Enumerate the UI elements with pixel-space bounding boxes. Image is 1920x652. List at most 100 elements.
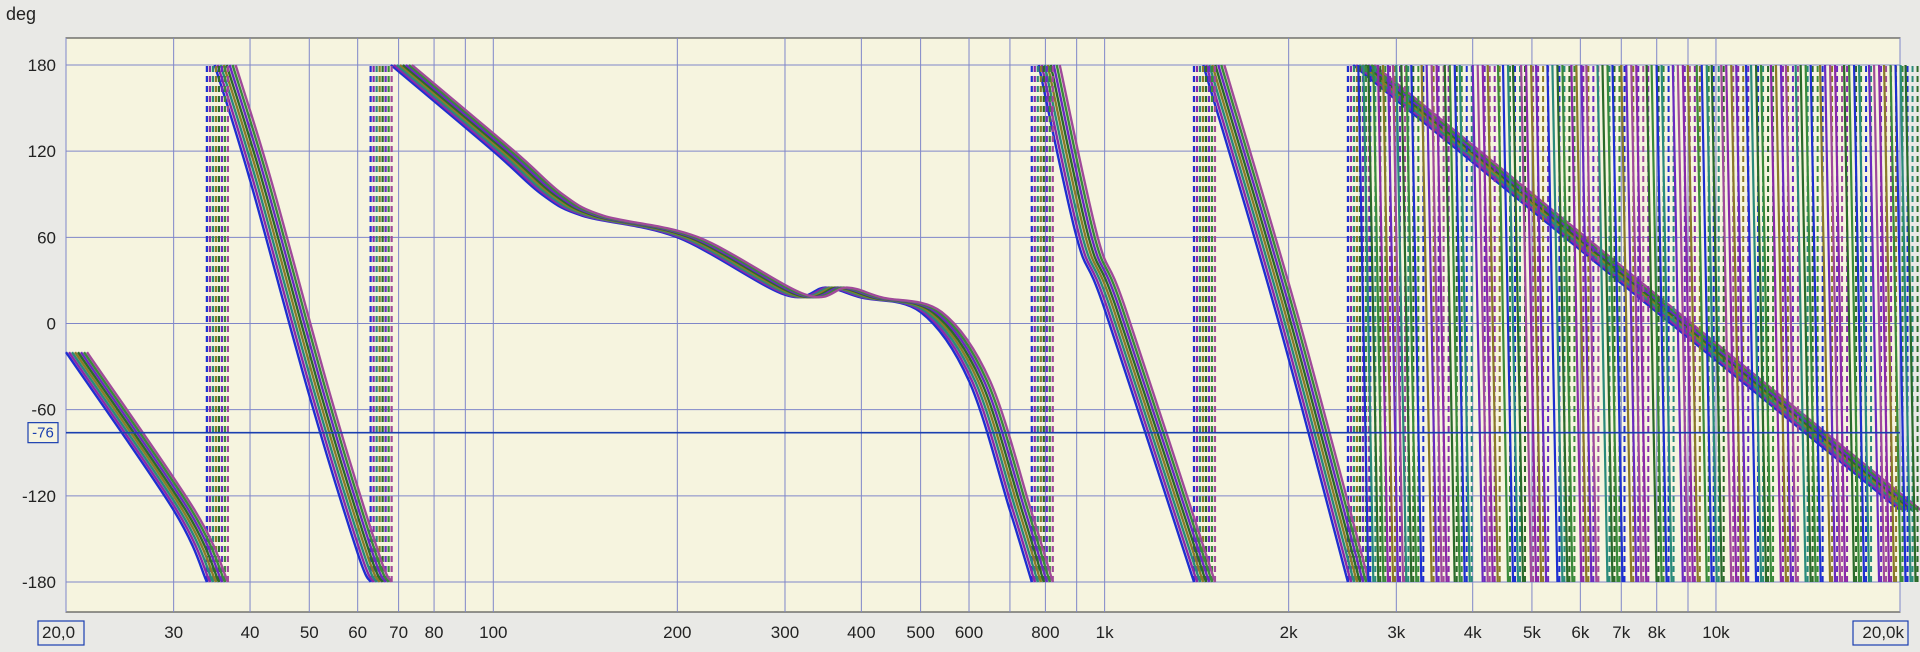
series-line: [1496, 64, 1510, 583]
series-line: [411, 64, 1054, 583]
series-line: [1405, 64, 1418, 583]
series-line: [1794, 64, 1807, 583]
series-line: [1904, 64, 1917, 583]
y-tick-label: -180: [22, 573, 56, 592]
series-line: [1220, 64, 1368, 583]
series-line: [1882, 64, 1896, 583]
series-line: [1520, 64, 1533, 583]
series-line: [1725, 64, 1738, 583]
series-line: [1400, 64, 1413, 583]
series-line: [83, 351, 226, 583]
series-line: [1823, 64, 1837, 583]
y-tick-label: -60: [31, 401, 56, 420]
series-line: [1660, 64, 1673, 583]
series-line: [1625, 64, 1638, 583]
x-tick-label: 20,0k: [1862, 623, 1904, 642]
x-tick-label: 6k: [1571, 623, 1589, 642]
series-line: [1058, 64, 1217, 583]
series-line: [1430, 64, 1443, 583]
series-line: [225, 64, 384, 583]
x-tick-label: 40: [241, 623, 260, 642]
series-line: [1511, 64, 1525, 583]
series-line: [1443, 64, 1456, 583]
x-tick-label: 200: [663, 623, 691, 642]
x-tick-label: 70: [389, 623, 408, 642]
x-tick-label: 2k: [1280, 623, 1298, 642]
x-tick-label: 10k: [1702, 623, 1730, 642]
series-line: [1857, 64, 1871, 583]
x-tick-label: 300: [771, 623, 799, 642]
series-line: [71, 351, 214, 583]
series-line: [1211, 64, 1359, 583]
x-tick-label: 50: [300, 623, 319, 642]
series-line: [1635, 64, 1648, 583]
series-line: [1852, 64, 1866, 583]
series-line: [1208, 64, 1356, 583]
series-line: [1043, 64, 1202, 583]
series-line: [1585, 64, 1598, 583]
series-line: [1744, 64, 1758, 583]
series-line: [1620, 64, 1633, 583]
series-line: [1551, 64, 1564, 583]
series-line: [1052, 64, 1211, 583]
series-line: [1749, 64, 1763, 583]
series-line: [1561, 64, 1574, 583]
series-line: [1535, 64, 1548, 583]
x-tick-label: 500: [906, 623, 934, 642]
series-line: [1372, 64, 1385, 583]
series-line: [74, 351, 217, 583]
series-line: [86, 351, 229, 583]
cursor[interactable]: -76: [27, 422, 1900, 444]
series-line: [1735, 64, 1748, 583]
series-line: [1205, 64, 1353, 583]
series-line: [80, 351, 223, 583]
series-line: [1867, 64, 1881, 583]
series-line: [1774, 64, 1788, 583]
series-line: [1217, 64, 1365, 583]
series-line: [1596, 64, 1609, 583]
series-line: [216, 64, 375, 583]
series-line: [1695, 64, 1708, 583]
series-line: [1700, 64, 1713, 583]
series-line: [1720, 64, 1733, 583]
series-line: [1630, 64, 1643, 583]
y-tick-label: 180: [28, 56, 56, 75]
series-line: [1214, 64, 1362, 583]
y-tick-label: -120: [22, 487, 56, 506]
series-line: [1546, 64, 1559, 583]
series-line: [1381, 64, 1395, 583]
series-line: [1471, 64, 1484, 583]
series-line: [1202, 64, 1350, 583]
series-line: [77, 351, 220, 583]
series-line: [1370, 64, 1919, 512]
series-line: [1435, 64, 1448, 583]
series-line: [1710, 64, 1723, 583]
series-line: [1686, 64, 1699, 583]
series-line: [1040, 64, 1199, 583]
x-tick-label: 600: [955, 623, 983, 642]
series-line: [1655, 64, 1668, 583]
series-line: [1386, 64, 1400, 583]
x-tick-label: 20,0: [42, 623, 75, 642]
series-line: [1367, 64, 1380, 583]
series-line: [68, 351, 211, 583]
series-line: [1395, 64, 1408, 583]
series-line: [234, 64, 393, 583]
series-line: [1877, 64, 1891, 583]
x-tick-box: [1852, 620, 1909, 646]
series-line: [1804, 64, 1817, 583]
y-tick-label: 60: [37, 228, 56, 247]
y-axis-ticks: 180 120 60 0 -60 -120 -180: [22, 56, 56, 592]
x-tick-label: 5k: [1523, 623, 1541, 642]
y-tick-label: 120: [28, 142, 56, 161]
series-line: [1223, 64, 1371, 583]
series-line: [65, 351, 208, 583]
plot-area[interactable]: [65, 37, 1901, 613]
x-tick-box: [37, 620, 85, 646]
x-tick-label: 800: [1031, 623, 1059, 642]
series-line: [1580, 64, 1593, 583]
series-line: [1049, 64, 1208, 583]
x-tick-label: 1k: [1096, 623, 1114, 642]
